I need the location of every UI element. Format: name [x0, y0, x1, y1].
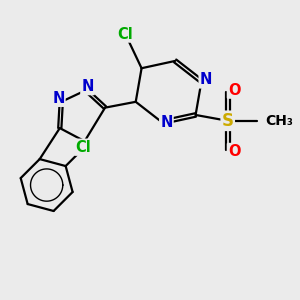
Text: CH₃: CH₃	[266, 114, 294, 128]
Text: O: O	[79, 140, 92, 155]
Text: O: O	[228, 82, 240, 98]
Text: N: N	[52, 91, 64, 106]
Text: N: N	[200, 72, 212, 87]
Text: N: N	[160, 115, 172, 130]
Text: N: N	[81, 79, 94, 94]
Text: Cl: Cl	[75, 140, 91, 155]
Text: O: O	[228, 144, 240, 159]
Text: Cl: Cl	[117, 27, 133, 42]
Text: S: S	[222, 112, 234, 130]
